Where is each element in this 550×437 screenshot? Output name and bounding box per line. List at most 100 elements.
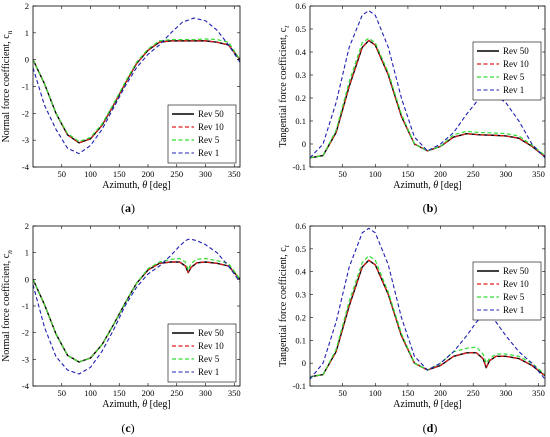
y-axis-label: Normal force coefficient, cn (1, 250, 14, 362)
legend-label: Rev 50 (503, 266, 529, 276)
x-tick-label: 300 (199, 169, 212, 179)
series-line-rev-5 (33, 38, 240, 143)
chart-panel-2: 50 100 150 200 250 300 350 -0.1 0 0.1 0.2 0.3 0.4 0.5… (278, 1, 546, 215)
chart-panel-3: 50 100 150 200 250 300 350 -4 -3 -2 -1 0 1 2 Azimuth, … (1, 221, 241, 435)
y-tick-label: -1 (22, 82, 29, 92)
y-tick-label: 2 (25, 221, 29, 231)
x-tick-label: 300 (499, 388, 512, 398)
x-tick-label: 250 (170, 388, 183, 398)
legend-label: Rev 5 (198, 354, 220, 364)
y-axis-label: Normal force coefficient, cn (1, 30, 14, 142)
legend-label: Rev 5 (503, 292, 525, 302)
series-line-rev-1 (310, 10, 545, 159)
plot-frame (309, 5, 546, 168)
x-axis-label: Azimuth, θ [deg] (102, 180, 171, 191)
y-tick-label: -0.1 (293, 162, 306, 172)
series-line-rev-10 (33, 261, 240, 363)
y-tick-label: 0.3 (295, 70, 306, 80)
chart-panel-4: 50 100 150 200 250 300 350 -0.1 0 0.1 0.2 0.3 0.4 0.5… (278, 221, 546, 435)
y-tick-label: -4 (22, 381, 30, 391)
x-tick-label: 100 (84, 388, 97, 398)
series-line-rev-5 (33, 257, 240, 363)
x-axis-label: Azimuth, θ [deg] (393, 399, 462, 410)
x-tick-label: 350 (228, 388, 241, 398)
y-tick-label: 1 (25, 248, 29, 258)
legend-label: Rev 5 (503, 72, 525, 82)
y-tick-label: 1 (25, 28, 29, 38)
plot-frame (309, 225, 546, 387)
legend-label: Rev 10 (503, 59, 529, 69)
legend-label: Rev 50 (198, 109, 224, 119)
y-tick-label: 0 (302, 139, 306, 149)
x-tick-label: 150 (402, 169, 415, 179)
y-tick-label: 0.4 (295, 267, 306, 277)
y-tick-label: 2 (25, 1, 29, 11)
series-line-rev-5 (310, 255, 545, 378)
legend-label: Rev 10 (198, 341, 224, 351)
x-tick-label: 100 (84, 169, 97, 179)
x-tick-label: 250 (467, 169, 480, 179)
x-tick-label: 200 (434, 388, 447, 398)
x-tick-label: 200 (142, 388, 155, 398)
x-tick-label: 350 (532, 169, 545, 179)
y-tick-label: 0.2 (295, 312, 306, 322)
y-tick-label: -2 (22, 108, 29, 118)
x-tick-label: 50 (58, 388, 67, 398)
legend-label: Rev 50 (198, 328, 224, 338)
legend: Rev 50 Rev 10 Rev 5 Rev 1 (472, 261, 542, 321)
x-tick-label: 250 (467, 388, 480, 398)
panel-tag: (d) (423, 421, 438, 435)
x-tick-label: 250 (170, 169, 183, 179)
x-tick-label: 50 (338, 388, 347, 398)
series-lines (310, 10, 545, 159)
y-tick-label: 0.5 (295, 244, 306, 254)
y-tick-label: 0.5 (295, 24, 306, 34)
x-tick-label: 150 (113, 169, 126, 179)
legend: Rev 50 Rev 10 Rev 5 Rev 1 (167, 323, 237, 383)
y-tick-label: 0 (25, 274, 29, 284)
x-tick-label: 200 (434, 169, 447, 179)
x-tick-label: 300 (499, 169, 512, 179)
legend-label: Rev 10 (198, 122, 224, 132)
y-tick-label: 0.2 (295, 93, 306, 103)
panel-tag: (a) (121, 201, 135, 215)
series-line-rev-1 (33, 17, 240, 155)
y-tick-label: -2 (22, 328, 29, 338)
panel-tag: (b) (423, 201, 438, 215)
x-tick-label: 200 (142, 169, 155, 179)
y-axis-label: Tangential force coefficient, ct (278, 25, 291, 148)
series-line-rev-10 (33, 40, 240, 144)
legend-label: Rev 1 (198, 367, 219, 377)
legend: Rev 50 Rev 10 Rev 5 Rev 1 (167, 104, 237, 164)
x-tick-label: 300 (199, 388, 212, 398)
series-lines (33, 238, 240, 375)
series-lines (33, 17, 240, 155)
y-tick-label: -1 (22, 301, 29, 311)
series-line-rev-5 (310, 37, 545, 159)
y-tick-label: 0.6 (295, 221, 306, 231)
series-line-rev-10 (310, 39, 545, 159)
panel-tag: (c) (121, 421, 134, 435)
y-tick-label: 0.1 (295, 116, 306, 126)
x-tick-label: 100 (369, 388, 382, 398)
legend-label: Rev 5 (198, 135, 220, 145)
y-tick-label: 0 (25, 55, 29, 65)
legend-label: Rev 10 (503, 279, 529, 289)
x-tick-label: 350 (228, 169, 241, 179)
y-tick-label: -3 (22, 354, 29, 364)
x-tick-label: 50 (58, 169, 67, 179)
x-tick-label: 50 (338, 169, 347, 179)
series-line-rev-1 (33, 238, 240, 375)
x-tick-label: 150 (402, 388, 415, 398)
legend-label: Rev 50 (503, 46, 529, 56)
series-lines (310, 227, 545, 380)
y-tick-label: 0.1 (295, 335, 306, 345)
x-axis-label: Azimuth, θ [deg] (102, 399, 171, 410)
series-line-rev-10 (310, 259, 545, 378)
y-axis-label: Tangential force coefficient, ct (278, 244, 291, 367)
x-tick-label: 350 (532, 388, 545, 398)
legend: Rev 50 Rev 10 Rev 5 Rev 1 (472, 41, 542, 101)
x-tick-label: 150 (113, 388, 126, 398)
legend-label: Rev 1 (503, 305, 524, 315)
